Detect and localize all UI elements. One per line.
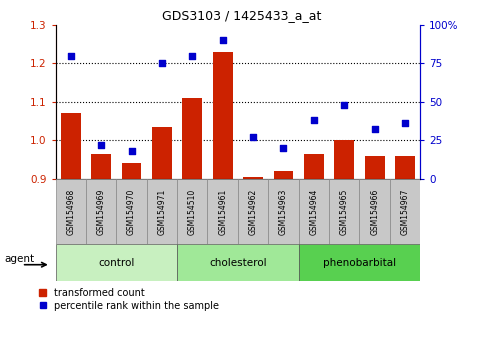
FancyBboxPatch shape xyxy=(238,179,268,244)
Text: GSM154971: GSM154971 xyxy=(157,188,167,235)
Point xyxy=(310,118,318,123)
Bar xyxy=(334,140,354,179)
FancyBboxPatch shape xyxy=(208,179,238,244)
Text: GSM154964: GSM154964 xyxy=(309,188,318,235)
Bar xyxy=(61,113,81,179)
Point xyxy=(128,148,135,154)
Bar xyxy=(183,98,202,179)
FancyBboxPatch shape xyxy=(56,244,177,281)
Point xyxy=(158,61,166,66)
Text: cholesterol: cholesterol xyxy=(209,258,267,268)
Text: GSM154969: GSM154969 xyxy=(97,188,106,235)
FancyBboxPatch shape xyxy=(177,244,298,281)
Point xyxy=(280,145,287,151)
Text: control: control xyxy=(98,258,134,268)
FancyBboxPatch shape xyxy=(116,179,147,244)
FancyBboxPatch shape xyxy=(177,179,208,244)
Bar xyxy=(122,163,142,179)
Bar xyxy=(304,154,324,179)
Text: GSM154970: GSM154970 xyxy=(127,188,136,235)
Bar xyxy=(365,156,384,179)
Text: GSM154965: GSM154965 xyxy=(340,188,349,235)
FancyBboxPatch shape xyxy=(390,179,420,244)
Text: GSM154962: GSM154962 xyxy=(249,188,257,235)
Point xyxy=(97,142,105,148)
Text: GSM154961: GSM154961 xyxy=(218,188,227,235)
FancyBboxPatch shape xyxy=(56,179,86,244)
Point xyxy=(67,53,74,58)
Text: GDS3103 / 1425433_a_at: GDS3103 / 1425433_a_at xyxy=(162,9,321,22)
Point xyxy=(188,53,196,58)
Text: phenobarbital: phenobarbital xyxy=(323,258,396,268)
Point xyxy=(401,120,409,126)
FancyBboxPatch shape xyxy=(147,179,177,244)
Text: GSM154963: GSM154963 xyxy=(279,188,288,235)
Bar xyxy=(273,171,293,179)
Bar xyxy=(213,52,232,179)
Point xyxy=(249,135,257,140)
FancyBboxPatch shape xyxy=(298,179,329,244)
Text: agent: agent xyxy=(5,254,35,264)
Bar xyxy=(243,177,263,179)
Bar xyxy=(152,127,172,179)
FancyBboxPatch shape xyxy=(86,179,116,244)
Point xyxy=(341,102,348,108)
FancyBboxPatch shape xyxy=(359,179,390,244)
Text: GSM154510: GSM154510 xyxy=(188,188,197,235)
FancyBboxPatch shape xyxy=(329,179,359,244)
Bar xyxy=(395,156,415,179)
Legend: transformed count, percentile rank within the sample: transformed count, percentile rank withi… xyxy=(39,288,219,311)
Text: GSM154968: GSM154968 xyxy=(66,188,75,235)
Text: GSM154966: GSM154966 xyxy=(370,188,379,235)
FancyBboxPatch shape xyxy=(298,244,420,281)
FancyBboxPatch shape xyxy=(268,179,298,244)
Text: GSM154967: GSM154967 xyxy=(400,188,410,235)
Point xyxy=(371,127,379,132)
Point xyxy=(219,37,227,43)
Bar xyxy=(91,154,111,179)
